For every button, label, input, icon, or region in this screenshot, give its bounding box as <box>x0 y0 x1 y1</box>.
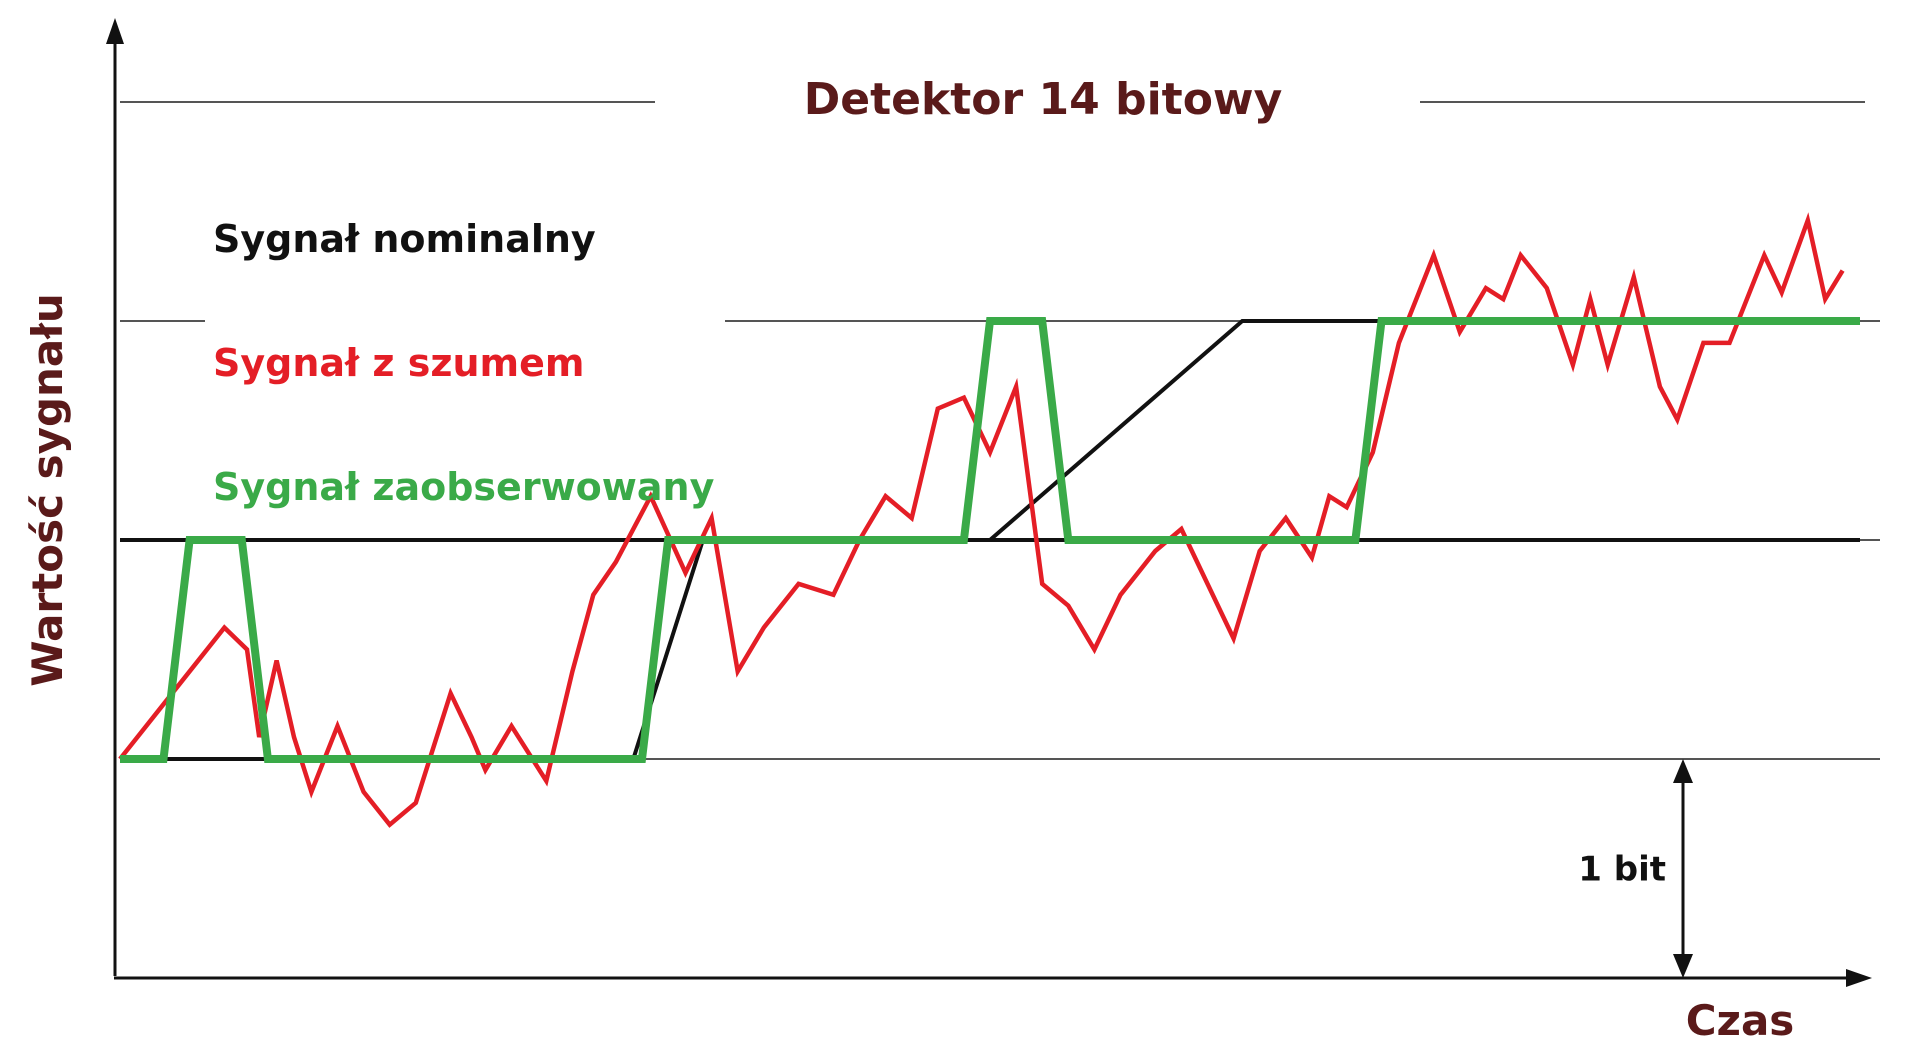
y-axis-label: Wartość sygnału <box>23 293 72 687</box>
axes-layer <box>106 18 1872 987</box>
series-line-observed <box>120 317 1860 763</box>
legend-nominal-signal: Sygnał nominalny <box>213 217 596 261</box>
one-bit-arrowhead-top <box>1673 759 1693 783</box>
one-bit-label-background <box>1581 848 1671 891</box>
legend-observed-signal: Sygnał zaobserwowany <box>213 465 715 509</box>
one-bit-arrowhead-bottom <box>1673 954 1693 978</box>
x-axis-label: Czas <box>1686 996 1795 1045</box>
one-bit-annotation: 1 bit <box>1578 759 1693 978</box>
series-line-noisy <box>118 212 1845 828</box>
one-bit-label: 1 bit <box>1578 850 1666 890</box>
series-layer <box>118 212 1860 828</box>
text-layer: Detektor 14 bitowy Wartość sygnału Czas … <box>23 74 1794 1045</box>
series-line-nominal-part-1 <box>120 538 1860 761</box>
y-axis-arrowhead <box>106 18 124 44</box>
legend-noisy-signal: Sygnał z szumem <box>213 341 584 385</box>
chart-title: Detektor 14 bitowy <box>804 74 1283 125</box>
x-axis-arrowhead <box>1846 969 1872 987</box>
